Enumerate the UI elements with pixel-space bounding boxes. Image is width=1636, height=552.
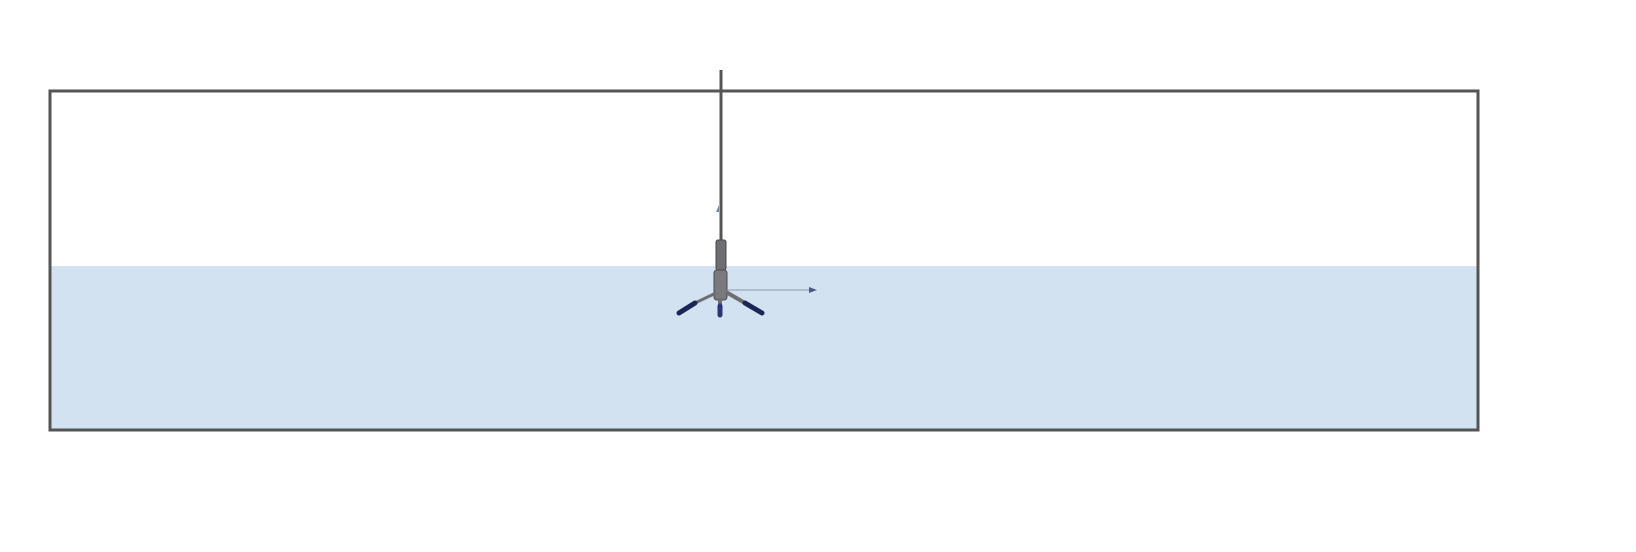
impeller-arm-left [694, 291, 717, 305]
impeller-blade-left [676, 300, 698, 316]
shaft-marker [716, 205, 719, 212]
mixer-coupling [715, 239, 727, 271]
flow-arrow [727, 287, 817, 293]
arrow-right-icon [809, 287, 817, 293]
mixer-hub [713, 269, 728, 301]
impeller-mixer [676, 239, 765, 318]
impeller-blade-right [742, 300, 765, 316]
tank-outline [48, 89, 1480, 432]
impeller-arm-right [724, 290, 747, 305]
water-fill [51, 266, 1478, 430]
